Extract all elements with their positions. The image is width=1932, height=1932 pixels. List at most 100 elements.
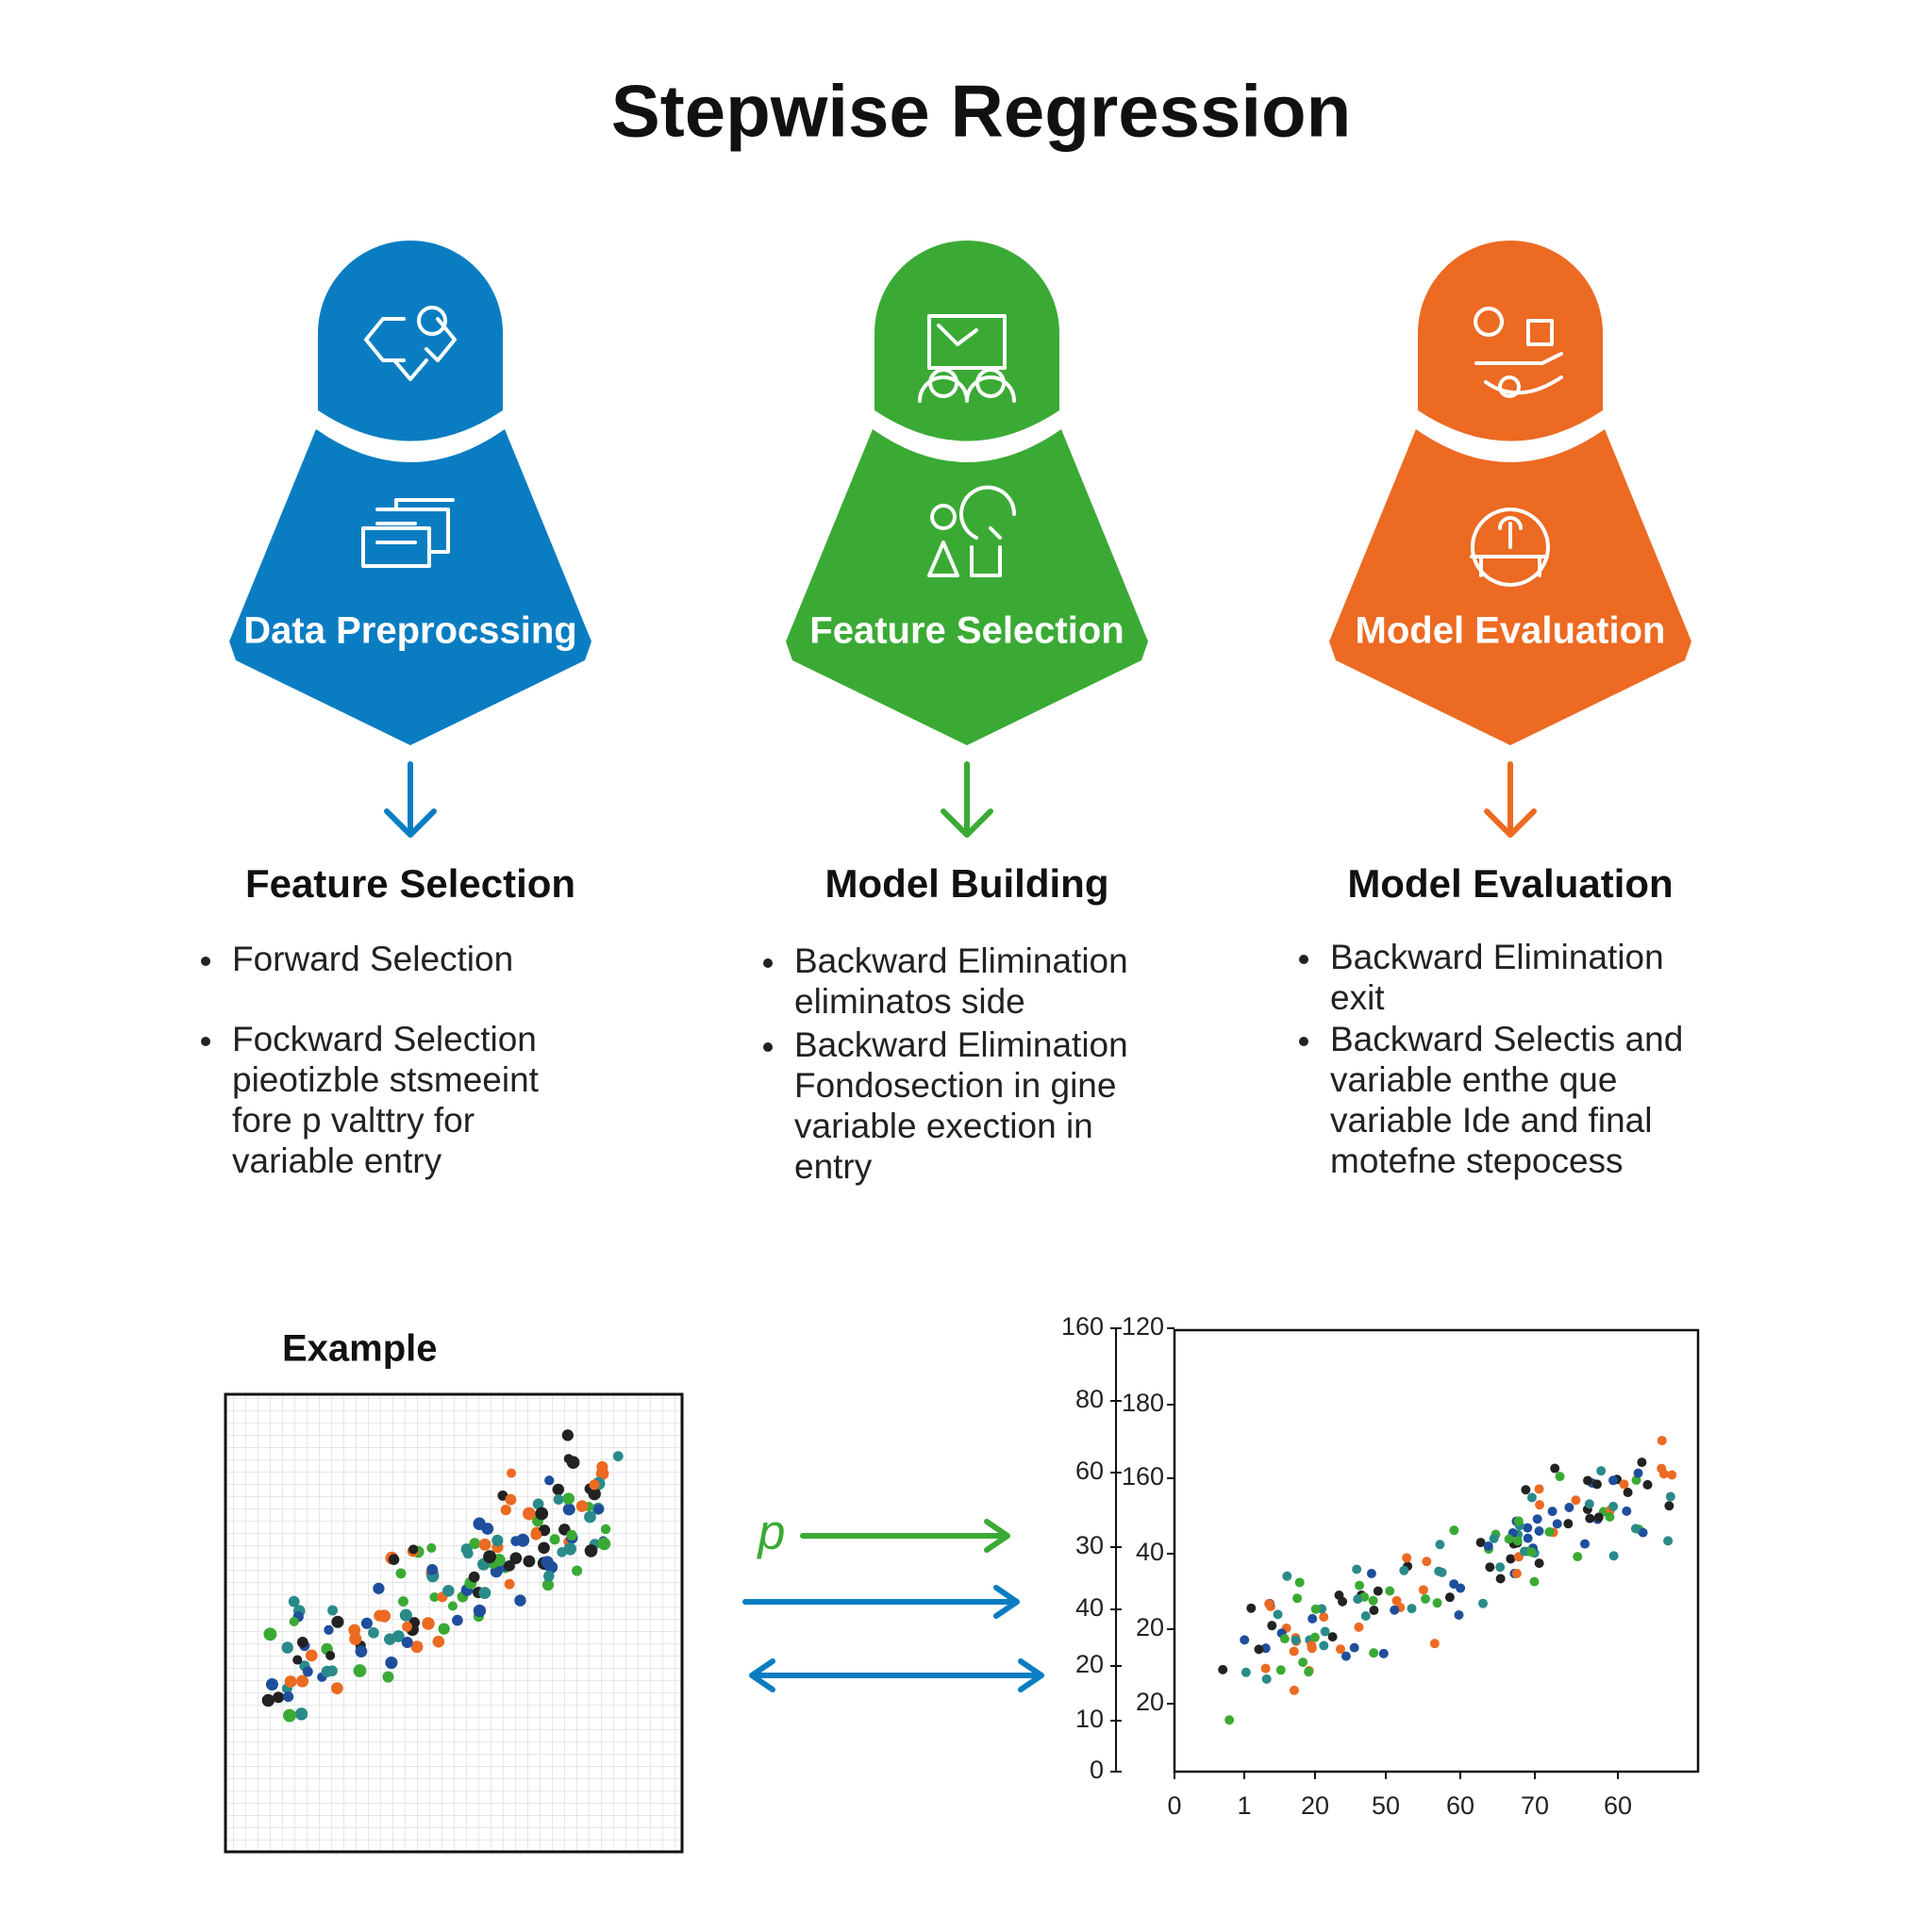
dot — [1369, 1605, 1379, 1615]
dot — [1385, 1586, 1395, 1596]
example-title: Example — [282, 1328, 438, 1370]
bullet-line: Backward Elimination — [794, 941, 1128, 980]
dot — [373, 1582, 385, 1594]
bullet-line: fore p valttry for — [232, 1101, 475, 1140]
dot — [331, 1615, 344, 1628]
bullet-line: Backward Selectis and — [1330, 1020, 1683, 1058]
dot — [1526, 1547, 1537, 1557]
down-arrow — [1484, 761, 1537, 838]
stage-body — [786, 429, 1148, 745]
dot — [1310, 1604, 1321, 1614]
dot — [549, 1534, 560, 1545]
dot — [442, 1585, 455, 1597]
x-tick-label: 1 — [1237, 1791, 1251, 1820]
dot — [422, 1617, 435, 1630]
inner-y-tick-label: 40 — [1136, 1538, 1164, 1566]
dot — [1605, 1511, 1615, 1522]
stage-head — [318, 241, 503, 441]
dot — [1368, 1595, 1378, 1606]
stage-label: Feature Selection — [809, 610, 1124, 652]
bullet-dot — [1299, 955, 1308, 964]
dot — [1309, 1632, 1320, 1642]
stage-icon — [364, 317, 457, 381]
dot — [491, 1534, 504, 1546]
dot — [1224, 1715, 1235, 1725]
dot — [497, 1490, 508, 1501]
dot — [327, 1605, 339, 1616]
dot — [408, 1544, 419, 1555]
dot — [532, 1498, 544, 1510]
dot — [589, 1479, 600, 1491]
inner-y-tick-label: 120 — [1122, 1312, 1164, 1341]
inner-y-tick-label: 20 — [1136, 1613, 1164, 1641]
outer-y-tick-label: 60 — [1075, 1457, 1104, 1485]
dot — [296, 1637, 308, 1648]
dot — [1563, 1519, 1574, 1529]
dot — [596, 1460, 608, 1474]
dot — [1289, 1685, 1299, 1695]
dot — [516, 1533, 530, 1547]
outer-y-tick-label: 20 — [1075, 1650, 1104, 1678]
stage-body — [229, 429, 591, 745]
dot — [473, 1517, 486, 1530]
down-arrow — [384, 761, 437, 838]
dot — [504, 1578, 515, 1590]
dot — [392, 1630, 405, 1642]
dot — [1478, 1598, 1489, 1608]
dot — [588, 1487, 601, 1501]
dot — [1520, 1546, 1530, 1557]
dot — [535, 1507, 549, 1521]
dot — [1354, 1622, 1364, 1632]
dot — [1664, 1501, 1674, 1511]
x-tick-label: 70 — [1521, 1791, 1549, 1820]
dot — [1584, 1499, 1594, 1509]
dot — [1273, 1609, 1283, 1620]
dot — [1534, 1526, 1544, 1537]
dot — [265, 1677, 278, 1690]
x-tick-label: 60 — [1446, 1791, 1474, 1820]
inner-y-tick-label: 20 — [1136, 1688, 1164, 1716]
dot — [1449, 1525, 1459, 1536]
dot — [563, 1454, 574, 1464]
dot — [1591, 1479, 1602, 1490]
dot — [1608, 1551, 1619, 1561]
dot — [447, 1601, 458, 1611]
dot — [1529, 1576, 1540, 1587]
stage-label: Data Preprocssing — [243, 610, 576, 652]
dot — [429, 1591, 440, 1603]
dot — [1264, 1598, 1274, 1608]
dot — [538, 1524, 551, 1537]
dot — [1535, 1500, 1545, 1510]
dot — [541, 1578, 555, 1591]
dot — [426, 1542, 437, 1553]
dot — [261, 1693, 275, 1707]
bullet-line: variable Ide and final — [1330, 1101, 1652, 1140]
dot — [355, 1645, 368, 1657]
x-tick-label: 50 — [1372, 1791, 1400, 1820]
dot — [553, 1494, 564, 1505]
x-tick-label: 20 — [1301, 1791, 1329, 1820]
inner-y-tick-label: 180 — [1122, 1389, 1164, 1417]
dot — [1275, 1665, 1286, 1675]
dot — [349, 1632, 362, 1645]
bullet-line: variable enthe que — [1330, 1060, 1617, 1099]
dot — [1573, 1552, 1583, 1562]
dot — [283, 1708, 296, 1723]
dot — [1335, 1644, 1345, 1655]
dot — [473, 1604, 487, 1618]
dot — [273, 1691, 285, 1704]
dot — [1637, 1457, 1647, 1468]
dot — [289, 1616, 299, 1627]
dot — [1633, 1468, 1643, 1478]
dot — [1373, 1586, 1383, 1596]
bullet-line: Backward Elimination — [794, 1025, 1128, 1064]
dot — [374, 1609, 386, 1622]
dot — [1390, 1605, 1400, 1615]
dot — [523, 1555, 536, 1568]
stage-body — [1329, 429, 1691, 745]
dot — [1449, 1579, 1459, 1590]
dot — [1254, 1644, 1264, 1655]
dot — [426, 1563, 439, 1575]
dot — [1506, 1554, 1516, 1564]
